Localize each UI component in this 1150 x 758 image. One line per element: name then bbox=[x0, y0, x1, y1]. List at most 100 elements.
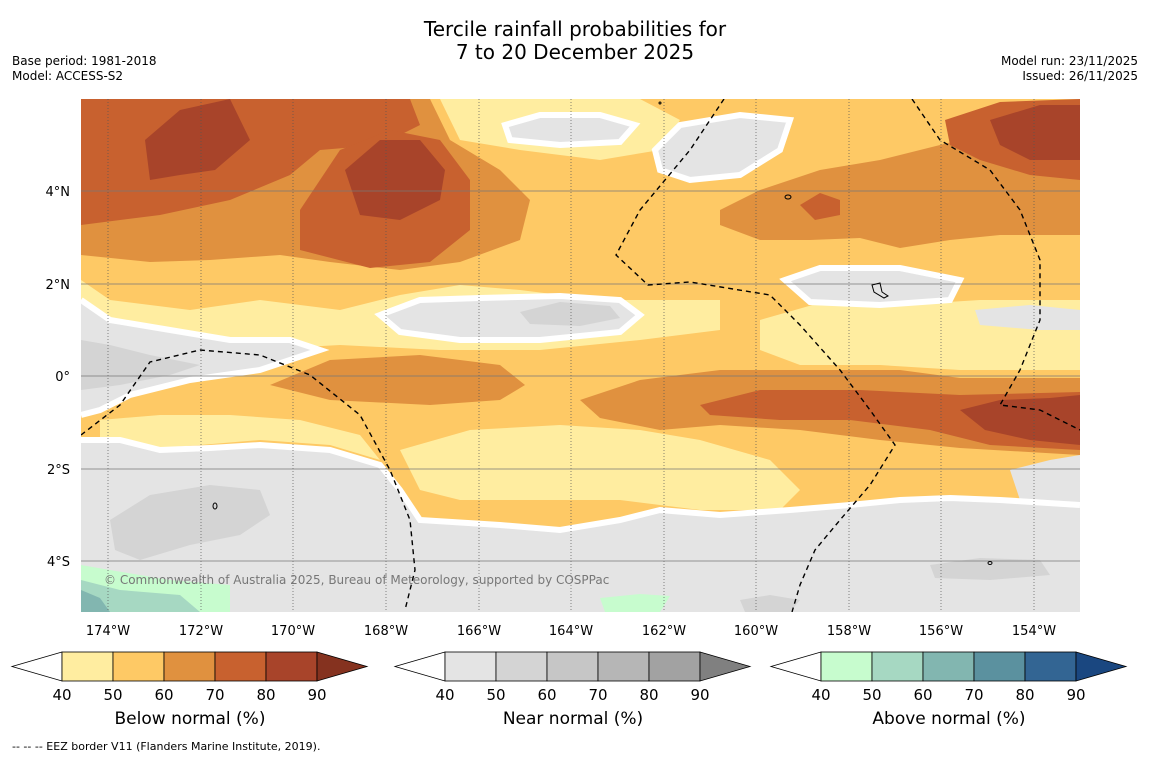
islands bbox=[212, 101, 993, 565]
footer-note: -- -- -- EEZ border V11 (Flanders Marine… bbox=[12, 740, 321, 753]
colorbar-below-tick: 80 bbox=[256, 686, 275, 704]
x-tick: 156°W bbox=[919, 624, 963, 639]
x-tick: 174°W bbox=[86, 624, 130, 639]
meta-left: Base period: 1981-2018 Model: ACCESS-S2 bbox=[12, 54, 157, 84]
field-below-70-spot bbox=[800, 193, 840, 220]
colorbar-near-tick: 50 bbox=[486, 686, 505, 704]
colorbar-below-segment bbox=[112, 651, 165, 682]
colorbar-label-below: Below normal (%) bbox=[114, 709, 266, 729]
colorbar-near-segment bbox=[546, 651, 599, 682]
colorbar-above-segment bbox=[1024, 651, 1077, 682]
colorbar-above-tick: 70 bbox=[964, 686, 983, 704]
field-near-center-1b bbox=[520, 302, 620, 326]
colorbar-below-high-arrow bbox=[316, 651, 369, 682]
field-near-50-sw bbox=[110, 485, 270, 560]
colorbar-above-tick: 40 bbox=[811, 686, 830, 704]
y-tick: 4°N bbox=[46, 185, 71, 200]
colorbar-below-segment bbox=[61, 651, 114, 682]
issued-date: Issued: 26/11/2025 bbox=[1022, 69, 1138, 83]
colorbar-above-tick: 60 bbox=[913, 686, 932, 704]
x-tick: 166°W bbox=[457, 624, 501, 639]
field-below-80-east-eq bbox=[960, 395, 1080, 445]
field-below-60-equator bbox=[270, 355, 525, 405]
field-near-50-west bbox=[81, 340, 200, 390]
field-near-right-edge bbox=[975, 305, 1080, 330]
colorbar-above-tick: 80 bbox=[1015, 686, 1034, 704]
colorbar-near-tick: 90 bbox=[690, 686, 709, 704]
colorbar-near-high-arrow bbox=[699, 651, 752, 682]
colorbar-below-segment bbox=[265, 651, 318, 682]
colorbar-above-high-arrow bbox=[1075, 651, 1128, 682]
boundary-white-3 bbox=[374, 292, 645, 343]
colorbar-near-tick: 80 bbox=[639, 686, 658, 704]
colorbar-label-near: Near normal (%) bbox=[502, 709, 644, 729]
title-line-1: Tercile rainfall probabilities for bbox=[423, 17, 727, 41]
x-tick: 160°W bbox=[734, 624, 778, 639]
model-name: Model: ACCESS-S2 bbox=[12, 69, 124, 83]
y-tick: 2°N bbox=[46, 278, 71, 293]
colorbars: 40 50 60 70 80 90 40 50 60 70 80 90 40 50 60 70 80 90 bbox=[10, 651, 1128, 704]
colorbar-above-segment bbox=[871, 651, 924, 682]
colorbar-above-tick: 90 bbox=[1066, 686, 1085, 704]
x-tick: 168°W bbox=[364, 624, 408, 639]
field-below-80-ne bbox=[990, 105, 1080, 160]
chart-title: Tercile rainfall probabilities for 7 to … bbox=[0, 18, 1150, 64]
boundary-white-1 bbox=[81, 297, 330, 418]
colorbar-above-tick: 50 bbox=[862, 686, 881, 704]
x-tick: 158°W bbox=[827, 624, 871, 639]
title-line-2: 7 to 20 December 2025 bbox=[455, 40, 695, 64]
x-tick: 154°W bbox=[1012, 624, 1056, 639]
x-tick: 162°W bbox=[642, 624, 686, 639]
colorbar-near-segment bbox=[444, 651, 497, 682]
eez-borders bbox=[81, 99, 1080, 612]
x-axis-labels: 174°W 172°W 170°W 168°W 166°W 164°W 162°… bbox=[86, 624, 1056, 639]
y-axis-labels: 4°N 2°N 0° 2°S 4°S bbox=[46, 185, 71, 570]
field-near-sw bbox=[81, 440, 1080, 612]
boundary-white-4 bbox=[501, 112, 641, 149]
colorbar-below-tick: 60 bbox=[154, 686, 173, 704]
field-below-40-sw bbox=[100, 415, 380, 460]
copyright-text: © Commonwealth of Australia 2025, Bureau… bbox=[104, 573, 609, 587]
x-tick: 164°W bbox=[549, 624, 593, 639]
field-above-sw-2 bbox=[81, 580, 200, 612]
y-tick: 2°S bbox=[47, 463, 70, 478]
field-near-50-south bbox=[740, 595, 800, 612]
colorbar-near-tick: 70 bbox=[588, 686, 607, 704]
colorbar-below-tick: 40 bbox=[52, 686, 71, 704]
colorbar-above-low-arrow bbox=[769, 651, 822, 682]
field-below-60-east bbox=[720, 140, 1080, 248]
boundary-white-6 bbox=[779, 265, 965, 309]
map-fields bbox=[81, 99, 1080, 612]
colorbar-below-low-arrow bbox=[10, 651, 63, 682]
field-below-40-south bbox=[400, 425, 800, 510]
colorbar-below-segment bbox=[214, 651, 267, 682]
colorbar-near-tick: 60 bbox=[537, 686, 556, 704]
model-run: Model run: 23/11/2025 bbox=[1000, 54, 1138, 68]
field-near-west bbox=[81, 300, 320, 415]
colorbar-below-tick: 70 bbox=[205, 686, 224, 704]
colorbar-below-tick: 50 bbox=[103, 686, 122, 704]
colorbar-above-segment bbox=[973, 651, 1026, 682]
lat-lines bbox=[81, 190, 1080, 562]
boundary-white-2 bbox=[81, 437, 1080, 534]
x-tick: 170°W bbox=[271, 624, 315, 639]
colorbar-near-segment bbox=[648, 651, 701, 682]
field-above-south bbox=[600, 594, 670, 612]
colorbar-below-segment bbox=[163, 651, 216, 682]
meta-right: Model run: 23/11/2025 Issued: 26/11/2025 bbox=[1001, 54, 1138, 84]
colorbar-near-segment bbox=[597, 651, 650, 682]
field-near-top bbox=[505, 115, 635, 145]
x-tick: 172°W bbox=[179, 624, 223, 639]
y-tick: 4°S bbox=[47, 555, 70, 570]
colorbar-below-tick: 90 bbox=[307, 686, 326, 704]
colorbar-near-low-arrow bbox=[393, 651, 446, 682]
field-above-sw-3 bbox=[81, 590, 110, 612]
base-period: Base period: 1981-2018 bbox=[12, 54, 157, 68]
colorbar-label-above: Above normal (%) bbox=[872, 709, 1026, 729]
y-tick: 0° bbox=[55, 370, 70, 385]
colorbar-above-segment bbox=[820, 651, 873, 682]
colorbar-near-tick: 40 bbox=[435, 686, 454, 704]
colorbar-near-segment bbox=[495, 651, 548, 682]
field-near-50-se bbox=[930, 558, 1050, 580]
